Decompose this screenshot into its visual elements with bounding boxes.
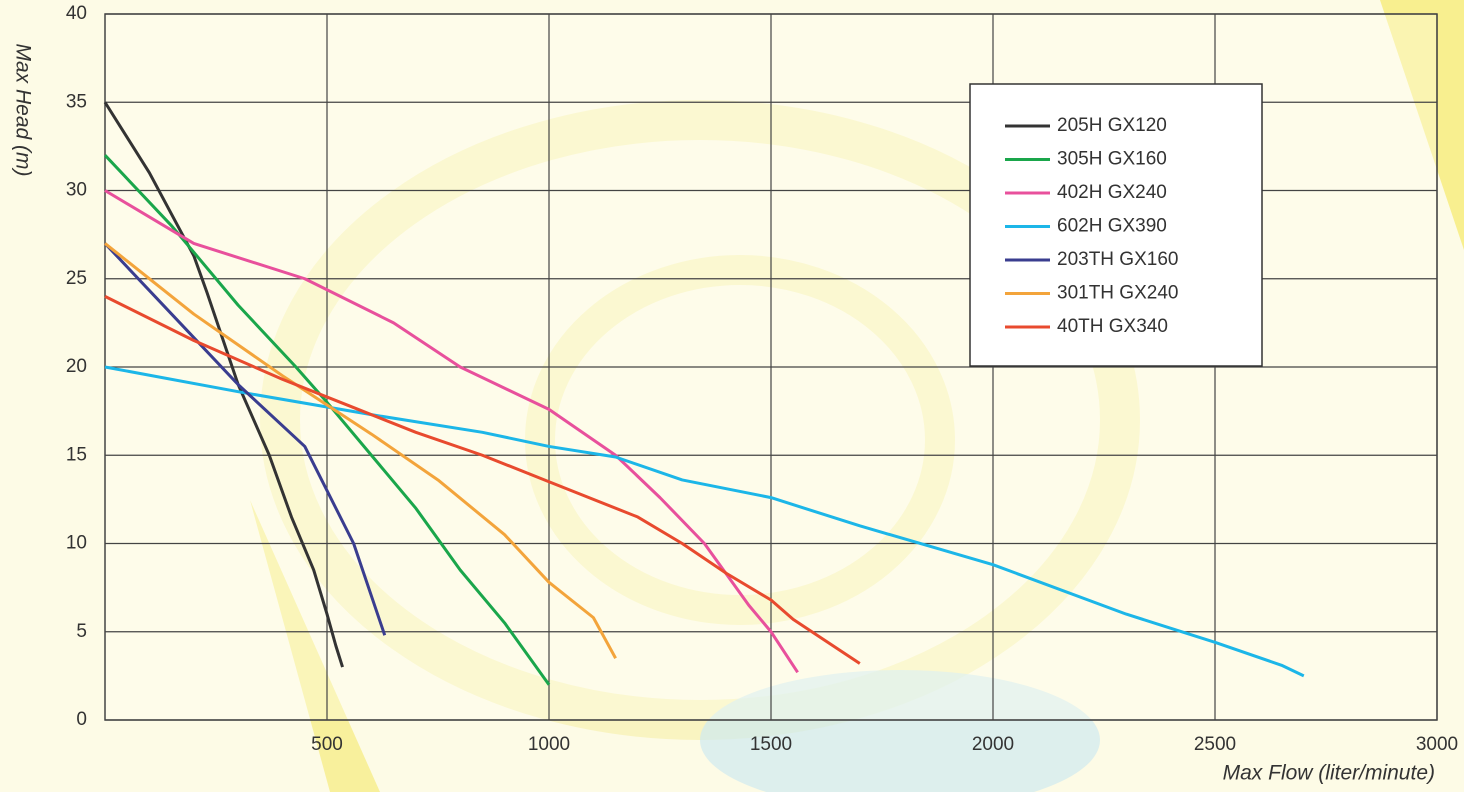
- legend-label: 40TH GX340: [1057, 316, 1168, 337]
- x-tick-label: 2500: [1194, 734, 1236, 755]
- x-tick-label: 1000: [528, 734, 570, 755]
- legend-label: 402H GX240: [1057, 182, 1167, 203]
- legend-label: 301TH GX240: [1057, 283, 1178, 304]
- x-tick-label: 1500: [750, 734, 792, 755]
- y-tick-label: 30: [66, 180, 87, 201]
- y-tick-label: 15: [66, 444, 87, 465]
- y-axis-title: Max Head (m): [11, 43, 34, 176]
- y-tick-label: 25: [66, 268, 87, 289]
- y-tick-label: 40: [66, 3, 87, 24]
- y-tick-label: 35: [66, 91, 87, 112]
- legend-label: 205H GX120: [1057, 115, 1167, 136]
- y-tick-label: 0: [76, 709, 87, 730]
- series-line: [103, 101, 344, 668]
- series-line: [104, 242, 617, 659]
- x-tick-label: 2000: [972, 734, 1014, 755]
- series-line: [103, 154, 551, 686]
- legend-label: 602H GX390: [1057, 216, 1167, 237]
- series-line: [104, 189, 799, 674]
- legend-label: 203TH GX160: [1057, 249, 1178, 270]
- x-tick-label: 500: [311, 734, 343, 755]
- x-axis-title: Max Flow (liter/minute): [1223, 762, 1435, 785]
- series-line: [104, 295, 861, 665]
- series-line: [103, 242, 387, 636]
- x-tick-label: 3000: [1416, 734, 1458, 755]
- legend-label: 305H GX160: [1057, 149, 1167, 170]
- y-tick-label: 10: [66, 533, 87, 554]
- series-line: [104, 365, 1305, 678]
- y-tick-label: 5: [76, 621, 87, 642]
- y-tick-label: 20: [66, 356, 87, 377]
